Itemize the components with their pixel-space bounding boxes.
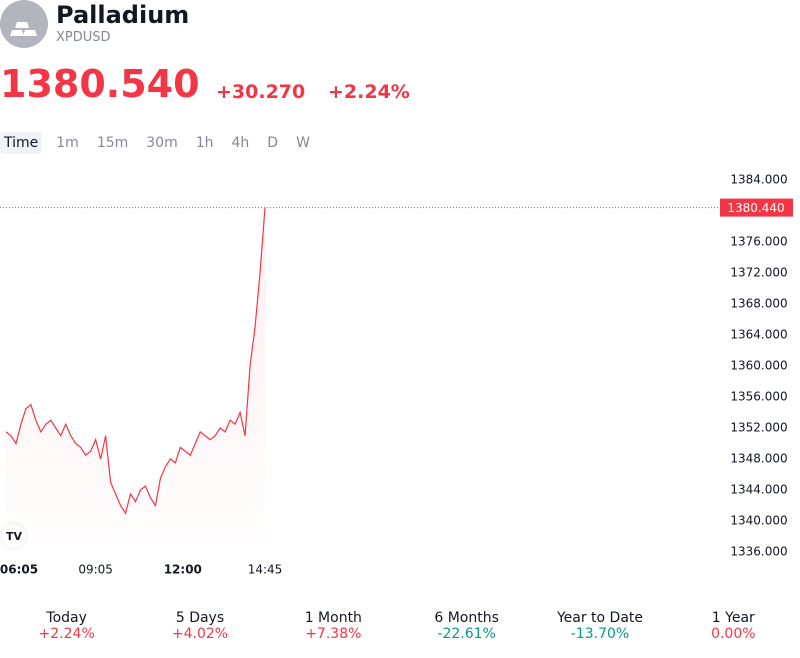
price-line (5, 207, 266, 515)
symbol-name: Palladium (56, 1, 190, 29)
period-label: 1 Year (711, 610, 755, 626)
symbol-ticker: XPDUSD (56, 30, 111, 45)
y-tick-label: 1376.000 (730, 235, 787, 249)
x-tick-label: 14:45 (248, 563, 283, 577)
performance-bar: Today +2.24% 5 Days +4.02% 1 Month +7.38% 6 Mo… (0, 610, 800, 642)
y-tick-label: 1360.000 (730, 359, 787, 373)
period-label: 5 Days (175, 610, 225, 626)
period-label: 6 Months (434, 610, 499, 626)
timeframe-tab[interactable]: Time (0, 132, 43, 154)
timeframe-tab[interactable]: W (296, 135, 310, 151)
y-tick-label: 1340.000 (730, 514, 787, 528)
period-label: 1 Month (304, 610, 362, 626)
y-tick-label: 1364.000 (730, 328, 787, 342)
period-change: -13.70% (570, 626, 630, 642)
last-price-label: 1380.440 (727, 201, 784, 215)
price: 1380.540 (0, 62, 200, 106)
y-tick-label: 1352.000 (730, 421, 787, 435)
timeframe-tab[interactable]: 30m (146, 135, 178, 151)
performance-item[interactable]: 1 Month +7.38% (267, 610, 400, 642)
x-tick-label: 09:05 (78, 563, 113, 577)
y-tick-label: 1356.000 (730, 390, 787, 404)
last-price-badge (720, 198, 793, 217)
symbol-logo (0, 0, 48, 48)
period-label: Year to Date (556, 610, 643, 626)
period-label: Today (46, 610, 87, 626)
x-tick-label: 12:00 (164, 563, 202, 577)
period-change: 0.00% (711, 626, 756, 642)
timeframe-tab[interactable]: 1h (195, 135, 214, 151)
y-tick-label: 1344.000 (730, 483, 787, 497)
y-tick-label: 1348.000 (730, 452, 787, 466)
y-tick-label: 1336.000 (730, 545, 787, 559)
performance-item[interactable]: Today +2.24% (0, 610, 133, 642)
change-percent: +2.24% (328, 81, 410, 103)
period-change: -22.61% (437, 626, 496, 642)
performance-item[interactable]: 6 Months -22.61% (400, 610, 533, 642)
timeframe-tab[interactable]: 15m (96, 135, 129, 151)
period-change: +2.24% (38, 626, 95, 642)
logo-icon (10, 22, 37, 36)
area-fill (6, 207, 265, 545)
timeframe-tabs: Time 1m 15m 30m 1h 4h D W (0, 132, 319, 154)
chart: TV 1336.0001340.0001344.0001348.0001352.… (0, 173, 793, 577)
performance-item[interactable]: 5 Days +4.02% (133, 610, 266, 642)
y-tick-label: 1384.000 (730, 173, 787, 187)
performance-item[interactable]: 1 Year 0.00% (667, 610, 800, 642)
performance-item[interactable]: Year to Date -13.70% (533, 610, 666, 642)
timeframe-tab[interactable]: D (267, 135, 279, 151)
timeframe-tab[interactable]: 1m (56, 135, 79, 151)
timeframe-tab[interactable]: 4h (231, 135, 250, 151)
change: +30.270 (216, 81, 306, 103)
y-tick-label: 1372.000 (730, 266, 787, 280)
y-tick-label: 1368.000 (730, 297, 787, 311)
y-axis: 1336.000 1340.000 1344.000 1348.000 1352.000… (730, 173, 787, 559)
period-change: +7.38% (305, 626, 362, 642)
x-tick-label: 06:05 (0, 563, 38, 577)
period-change: +4.02% (171, 626, 229, 642)
